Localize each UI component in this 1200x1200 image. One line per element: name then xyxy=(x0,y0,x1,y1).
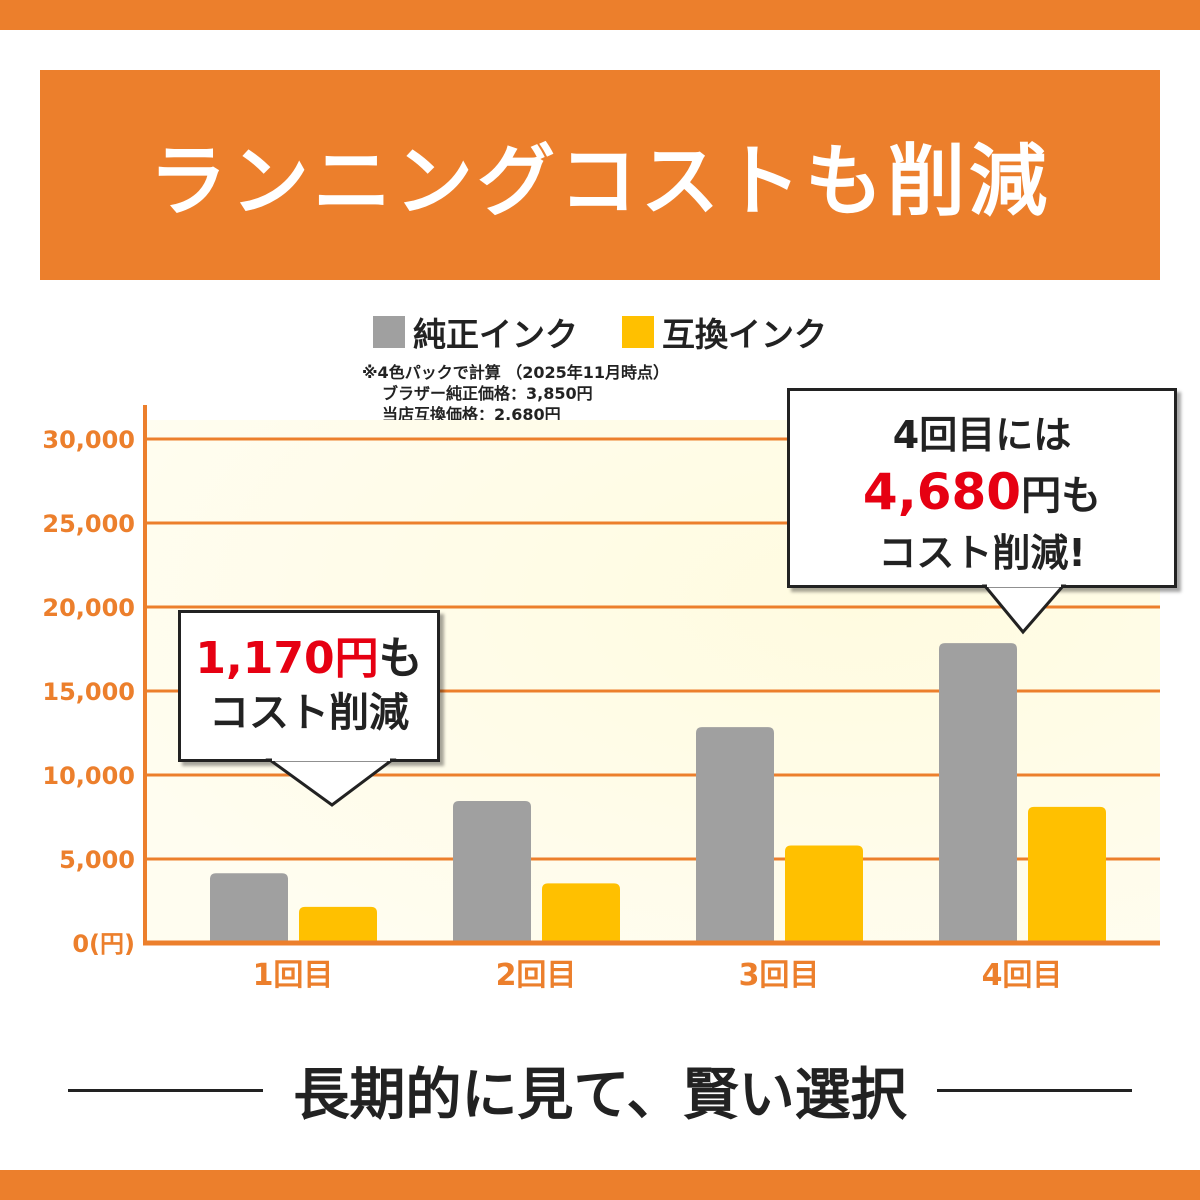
y-tick-label: 10,000 xyxy=(42,762,135,790)
divider xyxy=(936,1089,1132,1092)
legend-swatch xyxy=(373,316,405,348)
top-stripe xyxy=(0,0,1200,30)
x-tick-label: 1回目 xyxy=(253,958,334,993)
note-line: 当店互換価格：2,680円 xyxy=(382,405,561,424)
price-note: ※4色パックで計算 （2025年11月時点） ブラザー純正価格：3,850円 当… xyxy=(362,362,669,425)
note-line: ※4色パックで計算 （2025年11月時点） xyxy=(362,363,670,382)
y-tick-label: 20,000 xyxy=(42,594,135,622)
bottom-stripe xyxy=(0,1170,1200,1200)
callout-text: コスト削減! xyxy=(878,531,1086,575)
bar xyxy=(299,906,377,943)
callout-4th: 4回目には 4,680円も コスト削減! xyxy=(787,388,1177,588)
bar xyxy=(785,845,863,943)
callout-text: も xyxy=(378,633,423,684)
footer-slogan: 長期的に見て、賢い選択 xyxy=(293,1063,907,1128)
bar xyxy=(696,727,774,943)
bar xyxy=(210,873,288,943)
y-tick-label: 15,000 xyxy=(42,678,135,706)
bar xyxy=(939,643,1017,943)
footer: 長期的に見て、賢い選択 xyxy=(0,1050,1200,1131)
x-tick-label: 3回目 xyxy=(739,958,820,993)
legend-label: 互換インク xyxy=(662,315,827,354)
savings-amount: 1,170円 xyxy=(195,633,379,684)
legend: 純正インク 互換インク xyxy=(0,308,1200,356)
x-tick-label: 4回目 xyxy=(982,958,1063,993)
legend-swatch xyxy=(622,316,654,348)
x-tick-label: 2回目 xyxy=(496,958,577,993)
page-title: ランニングコストも削減 xyxy=(148,137,1051,227)
y-tick-label: 25,000 xyxy=(42,510,135,538)
y-tick-label: 30,000 xyxy=(42,426,135,454)
callout-text: 4回目には xyxy=(892,413,1072,457)
legend-label: 純正インク xyxy=(413,315,578,354)
title-banner: ランニングコストも削減 xyxy=(40,70,1160,280)
legend-item-genuine: 純正インク xyxy=(373,308,578,356)
bar xyxy=(453,801,531,943)
callout-text: 円も xyxy=(1021,473,1102,519)
callout-1st: 1,170円も コスト削減 xyxy=(178,610,440,762)
bar xyxy=(542,883,620,943)
legend-item-compatible: 互換インク xyxy=(622,308,827,356)
bar xyxy=(1028,806,1106,943)
y-tick-label: 0(円) xyxy=(72,930,135,958)
callout-text: コスト削減 xyxy=(209,690,409,736)
divider xyxy=(68,1089,264,1092)
y-tick-label: 5,000 xyxy=(59,846,135,874)
savings-amount: 4,680 xyxy=(862,463,1022,521)
note-line: ブラザー純正価格：3,850円 xyxy=(382,384,593,403)
